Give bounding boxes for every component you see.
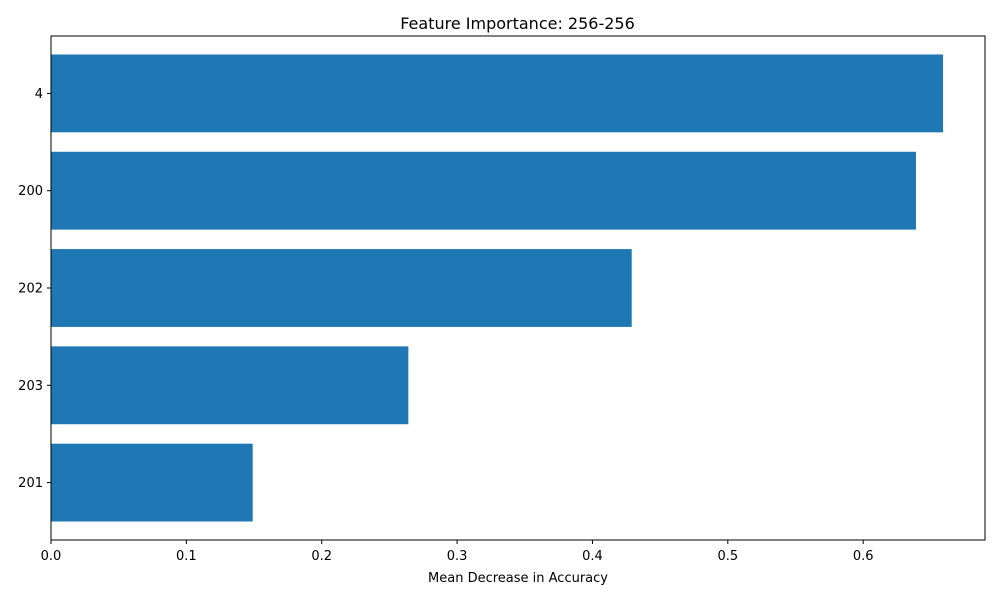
x-tick-label: 0.1 <box>176 549 197 564</box>
y-tick-label: 200 <box>18 184 43 199</box>
plot-frame <box>50 35 986 541</box>
x-tick-label: 0.6 <box>853 549 874 564</box>
bar-203 <box>51 346 409 425</box>
x-tick-label: 0.4 <box>582 549 603 564</box>
bar-201 <box>51 443 253 522</box>
bars-layer <box>51 54 944 522</box>
y-tick-label: 4 <box>35 87 43 102</box>
y-tick-label: 201 <box>18 476 43 491</box>
y-tick-label: 202 <box>18 282 43 297</box>
x-tick-label: 0.5 <box>717 549 738 564</box>
bar-200 <box>51 151 916 230</box>
x-axis-label: Mean Decrease in Accuracy <box>428 571 608 586</box>
chart-title: Feature Importance: 256-256 <box>400 14 635 33</box>
x-axis: 0.0 0.1 0.2 0.3 0.4 0.5 0.6 <box>41 540 874 564</box>
x-tick-label: 0.2 <box>311 549 332 564</box>
x-tick-label: 0.0 <box>41 549 62 564</box>
y-axis: 4 200 202 203 201 <box>18 87 51 491</box>
y-tick-label: 203 <box>18 379 43 394</box>
bar-4 <box>51 54 944 133</box>
x-tick-label: 0.3 <box>447 549 468 564</box>
bar-202 <box>51 249 632 327</box>
